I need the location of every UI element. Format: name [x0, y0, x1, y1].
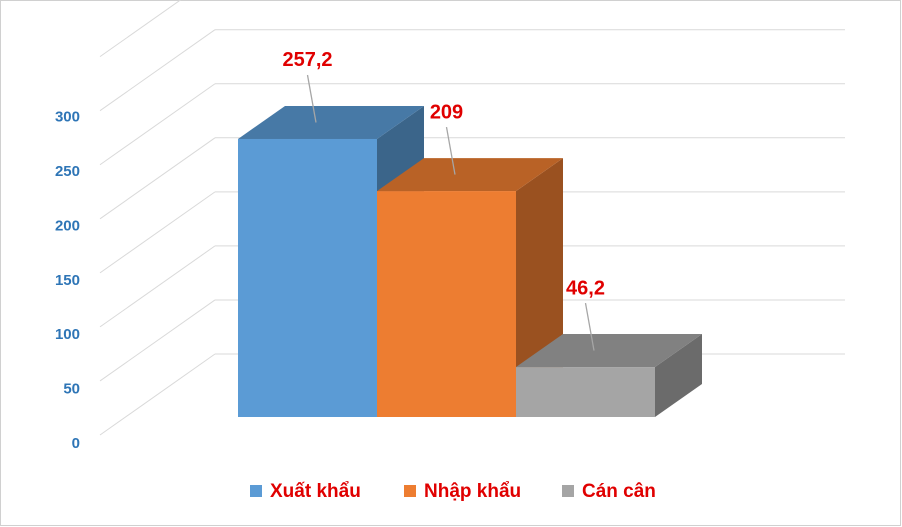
grid-depth-line [99, 191, 216, 274]
y-tick-label: 100 [55, 326, 80, 343]
grid-depth-line [99, 245, 216, 328]
y-tick-label: 200 [55, 217, 80, 234]
legend-label: Xuất khẩu [270, 481, 361, 502]
bar [238, 138, 377, 417]
legend-swatch [404, 485, 416, 497]
y-tick-label: 0 [72, 435, 80, 452]
grid-depth-line [99, 29, 216, 112]
y-tick-label: 150 [55, 272, 80, 289]
bar [516, 367, 655, 417]
bar-top [516, 334, 702, 368]
grid-depth-line [99, 137, 216, 220]
value-label: 209 [430, 101, 463, 123]
leader-line [445, 126, 456, 175]
y-tick-label: 250 [55, 163, 80, 180]
bar-top [238, 105, 424, 139]
value-label: 46,2 [566, 277, 605, 299]
leader-line [584, 302, 595, 351]
value-label: 257,2 [282, 49, 332, 71]
bar-side [655, 334, 702, 417]
wall-depth-top [99, 0, 182, 58]
legend-swatch [562, 485, 574, 497]
bar [377, 191, 516, 417]
bar-top [377, 158, 563, 192]
legend-swatch [250, 485, 262, 497]
grid-depth-line [99, 83, 216, 166]
grid-depth-line [99, 353, 216, 436]
legend-label: Nhập khẩu [424, 481, 521, 502]
grid-depth-line [99, 299, 216, 382]
legend-label: Cán cân [582, 481, 656, 502]
y-tick-label: 300 [55, 109, 80, 126]
leader-line [306, 74, 317, 123]
y-tick-label: 50 [63, 381, 80, 398]
